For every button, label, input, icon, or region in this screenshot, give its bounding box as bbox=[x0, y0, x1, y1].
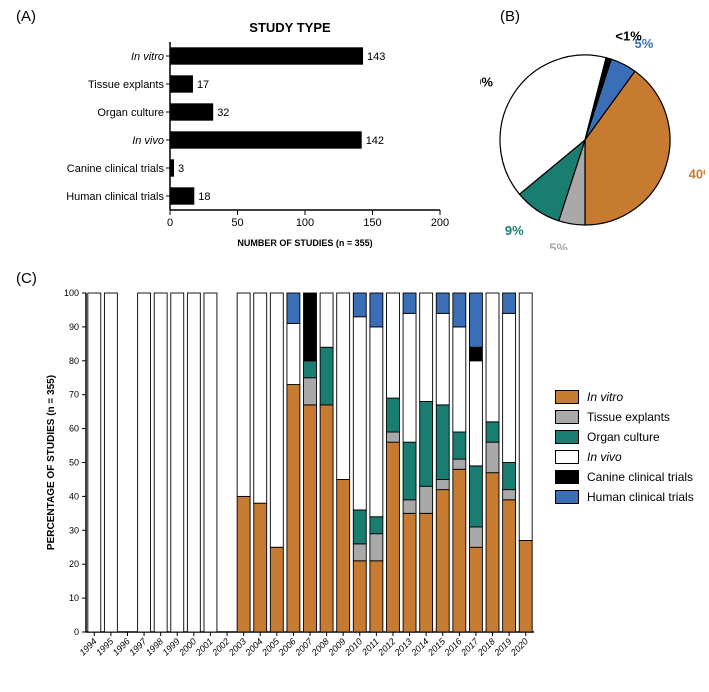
legend-item: In vivo bbox=[555, 450, 694, 464]
svg-text:2020: 2020 bbox=[508, 636, 530, 658]
panel-a-label: (A) bbox=[16, 8, 36, 25]
svg-text:60: 60 bbox=[69, 424, 79, 434]
svg-text:70: 70 bbox=[69, 390, 79, 400]
svg-text:2000: 2000 bbox=[176, 636, 198, 658]
svg-text:2011: 2011 bbox=[359, 636, 380, 657]
svg-text:2012: 2012 bbox=[375, 636, 397, 658]
legend-swatch bbox=[555, 430, 579, 444]
legend-item: In vitro bbox=[555, 390, 694, 404]
legend-swatch bbox=[555, 470, 579, 484]
legend-swatch bbox=[555, 390, 579, 404]
svg-text:40: 40 bbox=[69, 491, 79, 501]
svg-text:2014: 2014 bbox=[409, 636, 431, 658]
svg-text:200: 200 bbox=[431, 217, 449, 229]
svg-text:1995: 1995 bbox=[94, 636, 116, 658]
svg-text:30: 30 bbox=[69, 525, 79, 535]
legend-item: Canine clinical trials bbox=[555, 470, 694, 484]
svg-text:Organ culture: Organ culture bbox=[97, 107, 164, 119]
legend-label: Canine clinical trials bbox=[587, 470, 693, 484]
legend: In vitro Tissue explants Organ culture In v… bbox=[555, 390, 694, 510]
svg-text:80: 80 bbox=[69, 356, 79, 366]
svg-text:100: 100 bbox=[296, 217, 314, 229]
svg-text:2010: 2010 bbox=[342, 636, 364, 658]
legend-item: Organ culture bbox=[555, 430, 694, 444]
svg-text:2005: 2005 bbox=[259, 636, 282, 659]
legend-label: In vitro bbox=[587, 390, 623, 404]
svg-text:50: 50 bbox=[231, 217, 243, 229]
svg-text:STUDY TYPE: STUDY TYPE bbox=[249, 20, 331, 35]
svg-text:2016: 2016 bbox=[442, 636, 464, 658]
svg-text:142: 142 bbox=[366, 135, 384, 147]
svg-text:PERCENTAGE OF STUDIES (n = 355: PERCENTAGE OF STUDIES (n = 355) bbox=[46, 375, 57, 550]
svg-text:50: 50 bbox=[69, 458, 79, 468]
legend-swatch bbox=[555, 490, 579, 504]
svg-text:In vivo: In vivo bbox=[132, 135, 164, 147]
svg-text:3: 3 bbox=[178, 163, 184, 175]
legend-label: Tissue explants bbox=[587, 410, 670, 424]
svg-text:0: 0 bbox=[74, 627, 79, 637]
legend-label: Human clinical trials bbox=[587, 490, 694, 504]
svg-text:NUMBER OF STUDIES (n = 355): NUMBER OF STUDIES (n = 355) bbox=[237, 238, 372, 248]
svg-text:150: 150 bbox=[363, 217, 381, 229]
svg-text:Tissue explants: Tissue explants bbox=[88, 79, 165, 91]
svg-text:20: 20 bbox=[69, 559, 79, 569]
legend-label: In vivo bbox=[587, 450, 622, 464]
svg-text:1996: 1996 bbox=[111, 636, 132, 657]
svg-text:90: 90 bbox=[69, 322, 79, 332]
svg-text:2015: 2015 bbox=[425, 636, 448, 659]
svg-text:2018: 2018 bbox=[475, 636, 497, 658]
svg-text:143: 143 bbox=[367, 51, 385, 63]
legend-item: Tissue explants bbox=[555, 410, 694, 424]
svg-text:2002: 2002 bbox=[210, 636, 232, 658]
svg-text:9%: 9% bbox=[505, 223, 524, 238]
svg-text:100: 100 bbox=[64, 288, 79, 298]
svg-text:2001: 2001 bbox=[193, 636, 215, 658]
svg-text:2017: 2017 bbox=[458, 636, 481, 659]
legend-label: Organ culture bbox=[587, 430, 660, 444]
svg-text:2007: 2007 bbox=[292, 636, 315, 659]
stacked-bar-chart-c: 0 10 20 30 40 50 60 70 80 90 100 PERCENTAGE OF STUD… bbox=[40, 285, 540, 680]
svg-text:2003: 2003 bbox=[226, 636, 248, 658]
svg-text:2019: 2019 bbox=[492, 636, 514, 658]
svg-text:5%: 5% bbox=[549, 241, 568, 250]
svg-text:2006: 2006 bbox=[276, 636, 298, 658]
panel-c-label: (C) bbox=[16, 270, 37, 287]
bar-chart-a: STUDY TYPE 0 50 100 150 200 NUMBER OF STUDIES … bbox=[40, 20, 460, 250]
legend-swatch bbox=[555, 450, 579, 464]
svg-text:40%: 40% bbox=[689, 167, 705, 182]
legend-item: Human clinical trials bbox=[555, 490, 694, 504]
svg-text:2009: 2009 bbox=[326, 636, 348, 658]
svg-text:1998: 1998 bbox=[144, 636, 165, 657]
pie-chart-b: 5%40%5%9%40%<1% bbox=[480, 10, 705, 250]
svg-text:1997: 1997 bbox=[127, 636, 149, 658]
svg-text:1994: 1994 bbox=[77, 636, 98, 657]
svg-text:17: 17 bbox=[197, 79, 209, 91]
svg-text:40%: 40% bbox=[480, 75, 493, 90]
svg-text:10: 10 bbox=[69, 593, 79, 603]
svg-text:2013: 2013 bbox=[392, 636, 414, 658]
svg-text:Human clinical trials: Human clinical trials bbox=[66, 191, 164, 203]
svg-text:Canine clinical trials: Canine clinical trials bbox=[67, 163, 165, 175]
svg-text:<1%: <1% bbox=[615, 28, 642, 43]
svg-text:0: 0 bbox=[167, 217, 173, 229]
legend-swatch bbox=[555, 410, 579, 424]
svg-text:2004: 2004 bbox=[243, 636, 265, 658]
svg-text:1999: 1999 bbox=[160, 636, 181, 657]
svg-text:In vitro: In vitro bbox=[131, 51, 164, 63]
svg-text:2008: 2008 bbox=[309, 636, 331, 658]
svg-text:32: 32 bbox=[217, 107, 229, 119]
svg-text:18: 18 bbox=[198, 191, 210, 203]
